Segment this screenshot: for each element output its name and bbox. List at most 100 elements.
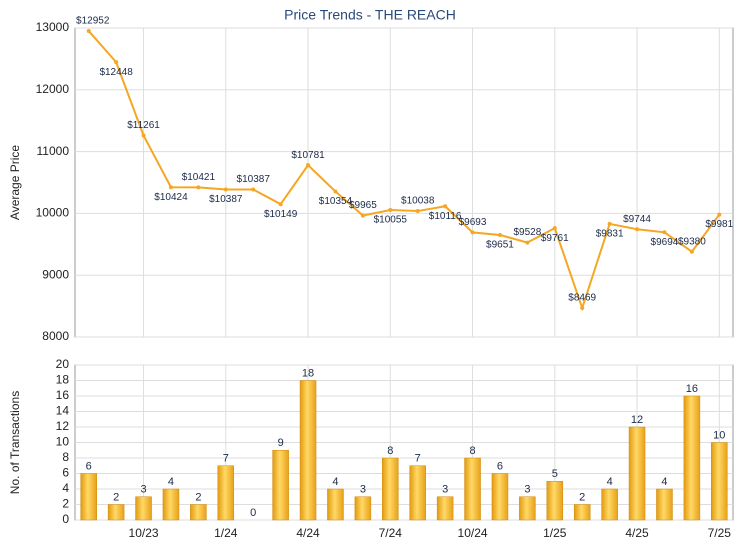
data-label: $9694	[651, 237, 679, 248]
point	[306, 163, 311, 168]
point	[580, 306, 585, 311]
point	[443, 204, 448, 209]
y-tick-label: 10000	[36, 206, 70, 220]
y-tick-label: 13000	[36, 20, 70, 34]
bar-label: 8	[469, 445, 475, 457]
y-tick-label: 10	[56, 435, 70, 449]
point	[717, 212, 722, 217]
bar	[382, 457, 399, 521]
bar-label: 2	[195, 491, 201, 503]
y-tick-label: 0	[62, 512, 69, 526]
bar	[272, 450, 289, 521]
bar	[409, 465, 426, 521]
bar	[217, 465, 235, 521]
x-tick-label: 4/24	[296, 526, 320, 540]
point	[114, 60, 119, 65]
x-tick-label: 4/25	[625, 526, 649, 540]
data-label: $10354	[319, 196, 353, 207]
y-tick-label: 8000	[42, 329, 69, 343]
bar-label: 4	[332, 476, 338, 488]
point	[388, 208, 393, 213]
point	[223, 187, 228, 192]
bar	[299, 380, 317, 521]
bar-label: 5	[552, 468, 558, 480]
bar	[683, 395, 701, 521]
data-label: $9965	[349, 200, 377, 211]
bar-label: 3	[360, 484, 366, 496]
data-label: $9651	[486, 240, 514, 251]
point	[635, 227, 640, 232]
x-tick-label: 7/24	[379, 526, 403, 540]
point	[415, 209, 420, 214]
bar-label: 3	[140, 484, 146, 496]
data-label: $12448	[99, 67, 133, 78]
point	[689, 249, 694, 254]
data-label: $11261	[127, 120, 160, 131]
chart-title: Price Trends - THE REACH	[284, 7, 456, 23]
bar	[656, 488, 673, 521]
bar-label: 18	[302, 367, 314, 379]
bar-label: 8	[387, 445, 393, 457]
y-tick-label: 6	[62, 466, 69, 480]
point	[168, 185, 173, 190]
data-label: $9831	[596, 228, 624, 239]
bar	[573, 504, 591, 521]
bar-label: 2	[113, 491, 119, 503]
bar	[628, 426, 646, 521]
bar-label: 0	[250, 507, 256, 519]
y-tick-label: 12000	[36, 82, 70, 96]
bar	[519, 496, 536, 521]
data-label: $10149	[264, 209, 298, 220]
y-tick-label: 9000	[42, 267, 69, 281]
data-label: $10038	[401, 196, 435, 207]
data-label: $9761	[541, 233, 569, 244]
bar-label: 7	[223, 453, 229, 465]
point	[278, 202, 283, 207]
plot-area	[74, 27, 734, 338]
point	[497, 232, 502, 237]
point	[196, 185, 201, 190]
bar-label: 6	[86, 460, 92, 472]
y-axis-label: Average Price	[8, 145, 22, 220]
y-tick-label: 14	[56, 404, 70, 418]
y-tick-label: 4	[62, 481, 69, 495]
point	[86, 28, 91, 33]
data-label: $10424	[154, 192, 188, 203]
y-tick-label: 12	[56, 419, 70, 433]
bar	[464, 457, 481, 521]
point	[552, 226, 557, 231]
bar-label: 3	[442, 484, 448, 496]
point	[525, 240, 530, 245]
point	[662, 230, 667, 235]
data-label: $10055	[374, 215, 408, 226]
bar-label: 10	[713, 429, 725, 441]
data-label: $12952	[76, 16, 110, 27]
bar-label: 4	[168, 476, 174, 488]
point	[141, 133, 146, 138]
bar	[327, 488, 344, 521]
x-tick-label: 10/24	[458, 526, 488, 540]
data-label: $9981	[705, 219, 733, 230]
bar	[190, 504, 207, 521]
data-label: $10387	[237, 174, 271, 185]
bar	[711, 442, 728, 521]
bar-label: 12	[631, 414, 643, 426]
data-label: $8469	[568, 293, 596, 304]
bar-label: 16	[686, 383, 698, 395]
data-label: $10421	[182, 172, 216, 183]
price-line	[87, 30, 721, 312]
data-label: $9693	[459, 217, 487, 228]
bar	[107, 504, 125, 521]
y-tick-label: 8	[62, 450, 69, 464]
y-tick-label: 20	[56, 357, 70, 371]
bar-label: 4	[661, 476, 667, 488]
bar	[162, 488, 180, 521]
bar	[135, 496, 152, 521]
x-tick-label: 10/23	[129, 526, 159, 540]
y-tick-label: 16	[56, 388, 70, 402]
point	[470, 230, 475, 235]
point	[360, 213, 365, 218]
bar-label: 3	[524, 484, 530, 496]
bar	[491, 473, 509, 521]
